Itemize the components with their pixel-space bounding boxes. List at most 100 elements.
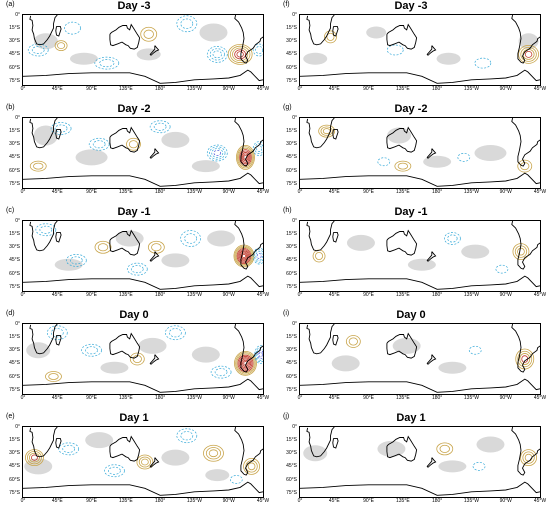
- y-tick-label: 15°S: [9, 437, 20, 444]
- positive-contour: [519, 353, 531, 365]
- positive-contour: [234, 49, 246, 60]
- significance-shading: [100, 361, 129, 374]
- panel-title: Day -2: [117, 103, 151, 115]
- y-tick-label: 30°S: [286, 347, 297, 354]
- new-zealand-coast: [426, 354, 437, 365]
- africa-coast: [306, 15, 335, 46]
- positive-contour: [436, 442, 454, 456]
- africa-coast: [306, 324, 335, 355]
- x-tick-label: 180°: [154, 86, 166, 92]
- positive-contour: [143, 29, 154, 39]
- x-tick-label: 45°E: [328, 292, 340, 298]
- positive-contour: [227, 43, 253, 65]
- negative-contour: [180, 18, 194, 29]
- y-tick-label: 60°S: [9, 270, 20, 277]
- x-tick-label: 45°E: [328, 189, 340, 195]
- antarctica-coast: [300, 69, 540, 84]
- negative-contour: [126, 262, 148, 276]
- map-panel-g: Day -2 (g) 0° 45°E 90°E 135°E 180° 135°W 90°W 45°…: [281, 103, 546, 201]
- negative-contour: [65, 254, 87, 267]
- south-america-coast: [234, 427, 263, 476]
- map-panel-c: Day -1 (c) 0° 45°E 90°E 135°E 180° 135°W 90°W 45°…: [4, 206, 269, 304]
- x-tick-label: 90°E: [86, 189, 98, 195]
- y-tick-label: 75°S: [9, 283, 20, 290]
- x-tick-label: 45°W: [533, 86, 547, 92]
- negative-contour: [211, 148, 224, 158]
- positive-contour: [520, 46, 537, 62]
- y-tick-label: 30°S: [286, 141, 297, 148]
- positive-contour: [234, 350, 257, 376]
- negative-contour: [92, 140, 106, 149]
- positive-contour: [517, 350, 533, 368]
- south-america-coast: [234, 118, 263, 167]
- positive-contour: [236, 353, 255, 374]
- significance-shading: [69, 52, 98, 65]
- y-tick-label: 75°S: [9, 489, 20, 496]
- x-tick-label: 90°W: [499, 498, 512, 504]
- panel-label: (h): [283, 207, 292, 214]
- new-zealand-coast: [149, 45, 160, 56]
- y-tick-label: 60°S: [286, 373, 297, 380]
- map-svg: [23, 324, 263, 393]
- y-tick-label: 75°S: [286, 386, 297, 393]
- x-tick-label: 135°E: [119, 189, 133, 195]
- map-area: [22, 14, 264, 86]
- positive-contour: [524, 50, 533, 58]
- y-tick-label: 75°S: [286, 283, 297, 290]
- south-america-coast: [511, 118, 540, 167]
- x-tick-label: 0°: [20, 395, 26, 401]
- positive-contour: [141, 458, 149, 466]
- x-tick-label: 0°: [297, 395, 303, 401]
- new-zealand-coast: [426, 251, 437, 262]
- negative-contour: [229, 475, 243, 484]
- panel-label: (f): [283, 1, 290, 8]
- positive-contour: [151, 243, 162, 252]
- significance-shading: [85, 432, 114, 449]
- y-tick-label: 45°S: [9, 463, 20, 470]
- australia-coast: [109, 332, 141, 359]
- positive-contour: [241, 152, 250, 163]
- x-tick-label: 45°E: [51, 395, 63, 401]
- x-tick-label: 135°W: [186, 292, 202, 298]
- positive-contour: [322, 128, 331, 135]
- map-svg: [300, 221, 540, 290]
- negative-contour: [99, 59, 115, 68]
- madagascar-coast: [55, 231, 62, 243]
- africa-coast: [29, 118, 58, 149]
- positive-contour: [45, 371, 62, 382]
- new-zealand-coast: [149, 457, 160, 468]
- x-tick-label: 90°W: [222, 189, 235, 195]
- positive-contour: [205, 447, 222, 460]
- x-tick-label: 135°E: [119, 395, 133, 401]
- y-tick-label: 60°S: [9, 64, 20, 71]
- madagascar-coast: [332, 128, 339, 140]
- map-panel-j: Day 1 (j) 0° 45°E 90°E 135°E 180° 135°W 90°W 45°W…: [281, 412, 546, 510]
- significance-shading: [476, 436, 505, 453]
- x-tick-label: 180°: [154, 395, 166, 401]
- negative-contour: [255, 251, 263, 261]
- new-zealand-coast: [426, 148, 437, 159]
- y-tick-label: 0°: [15, 218, 20, 224]
- y-tick-label: 0°: [15, 115, 20, 121]
- x-tick-label: 180°: [431, 189, 443, 195]
- x-tick-label: 135°W: [463, 189, 479, 195]
- positive-contour: [136, 454, 154, 470]
- map-panel-f: Day -3 (f) 0° 45°E 90°E 135°E 180° 135°W 90°W 45°…: [281, 0, 546, 98]
- significance-shading: [436, 52, 461, 65]
- positive-contour: [129, 352, 145, 366]
- negative-contour: [149, 120, 171, 134]
- x-tick-label: 90°W: [499, 86, 512, 92]
- positive-contour: [238, 356, 253, 371]
- negative-contour: [444, 232, 461, 245]
- significance-shading: [26, 342, 51, 359]
- map-svg: [300, 118, 540, 187]
- x-tick-label: 135°W: [463, 86, 479, 92]
- x-tick-label: 90°W: [222, 395, 235, 401]
- x-tick-label: 135°E: [396, 86, 410, 92]
- x-tick-label: 90°W: [222, 498, 235, 504]
- x-tick-label: 90°W: [222, 292, 235, 298]
- south-america-coast: [511, 221, 540, 270]
- panel-title: Day -3: [117, 0, 151, 12]
- significance-shading: [199, 23, 228, 42]
